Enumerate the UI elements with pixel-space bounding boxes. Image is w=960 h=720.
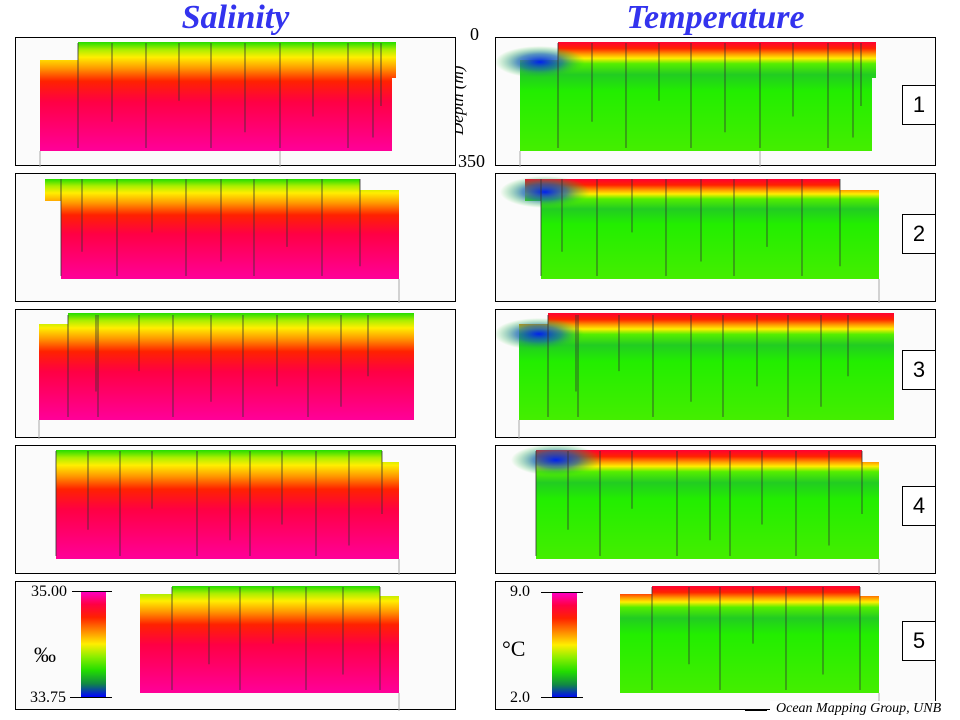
section-fill (520, 42, 876, 151)
cold-water-patch (500, 176, 590, 208)
section-fill (140, 586, 399, 693)
temperature-section-3 (495, 309, 936, 439)
section-fill (56, 450, 399, 559)
salinity-colorbar (81, 591, 106, 697)
temperature-section-2 (495, 173, 936, 303)
temperature-colorbar (552, 592, 577, 698)
section-fill (40, 42, 396, 151)
credit-rule (745, 710, 767, 711)
salinity-colorbar-max-tick (72, 591, 112, 592)
salinity-colorbar-min-label: 33.75 (30, 689, 66, 706)
section-fill (536, 450, 879, 559)
salinity-section-1 (15, 37, 456, 167)
salinity-colorbar-max-label: 35.00 (31, 583, 67, 600)
salinity-title: Salinity (181, 0, 290, 36)
temperature-colorbar-max-tick (541, 592, 583, 593)
depth-axis-top-label: 0 (470, 24, 479, 44)
salinity-colorbar-min-tick (70, 697, 112, 698)
section-fill (620, 586, 879, 693)
section-fill (519, 313, 894, 420)
temperature-colorbar-min-tick (541, 697, 583, 698)
section-number-5: 5 (902, 621, 936, 661)
cold-water-patch (496, 46, 585, 78)
credit-text: Ocean Mapping Group, UNB (770, 701, 942, 717)
section-number-1: 1 (902, 85, 936, 125)
temperature-unit-label: °C (502, 636, 526, 661)
section-fill (39, 313, 414, 420)
cold-water-patch (496, 318, 584, 350)
section-number-2: 2 (902, 214, 936, 254)
section-number-3: 3 (902, 350, 936, 390)
temperature-colorbar-min-label: 2.0 (510, 689, 530, 706)
salinity-section-2 (15, 173, 456, 303)
depth-axis-bottom-label: 350 (458, 151, 485, 171)
cold-water-patch (511, 446, 601, 476)
temperature-section-4 (495, 445, 936, 575)
salinity-unit-label: ‰ (34, 642, 56, 667)
section-fill (45, 179, 399, 279)
temperature-colorbar-max-label: 9.0 (510, 583, 530, 600)
temperature-section-1 (495, 37, 936, 167)
salinity-section-4 (15, 445, 456, 575)
section-number-4: 4 (902, 486, 936, 526)
salinity-section-3 (15, 309, 456, 439)
section-fill (525, 179, 879, 279)
temperature-title: Temperature (626, 0, 805, 36)
